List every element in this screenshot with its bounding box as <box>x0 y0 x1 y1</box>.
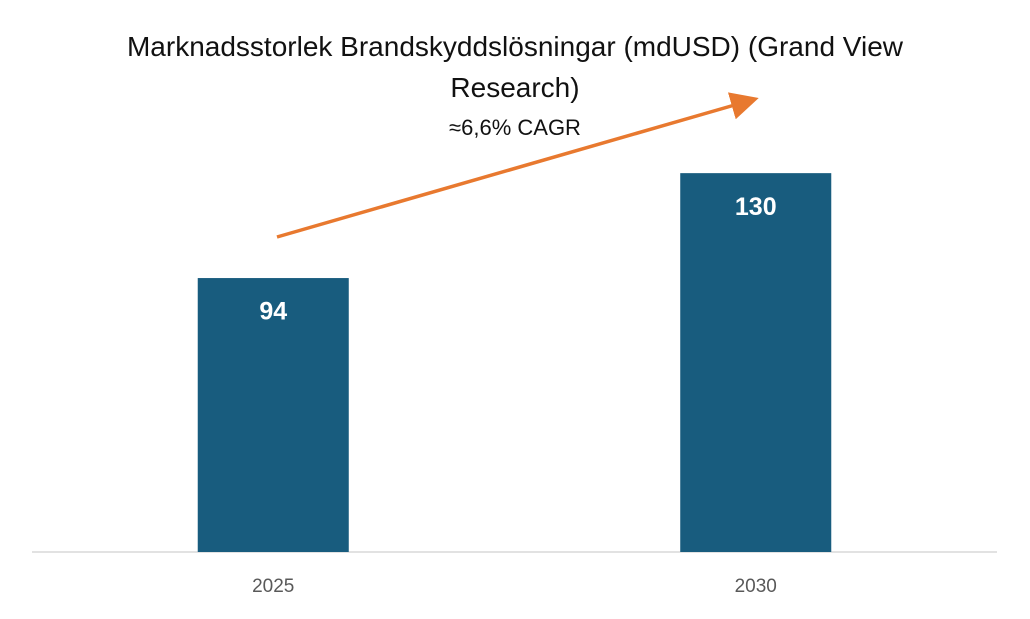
bar <box>197 278 349 552</box>
growth-arrow <box>276 92 759 239</box>
value-label: 130 <box>735 193 777 221</box>
bar <box>680 173 832 552</box>
chart-title: Marknadsstorlek Brandskyddslösningar (md… <box>126 31 903 103</box>
x-tick-label: 2025 <box>252 576 294 597</box>
cagr-annotation: ≈6,6% CAGR <box>449 115 581 140</box>
value-label: 94 <box>259 298 287 326</box>
x-tick-label: 2030 <box>735 576 777 597</box>
